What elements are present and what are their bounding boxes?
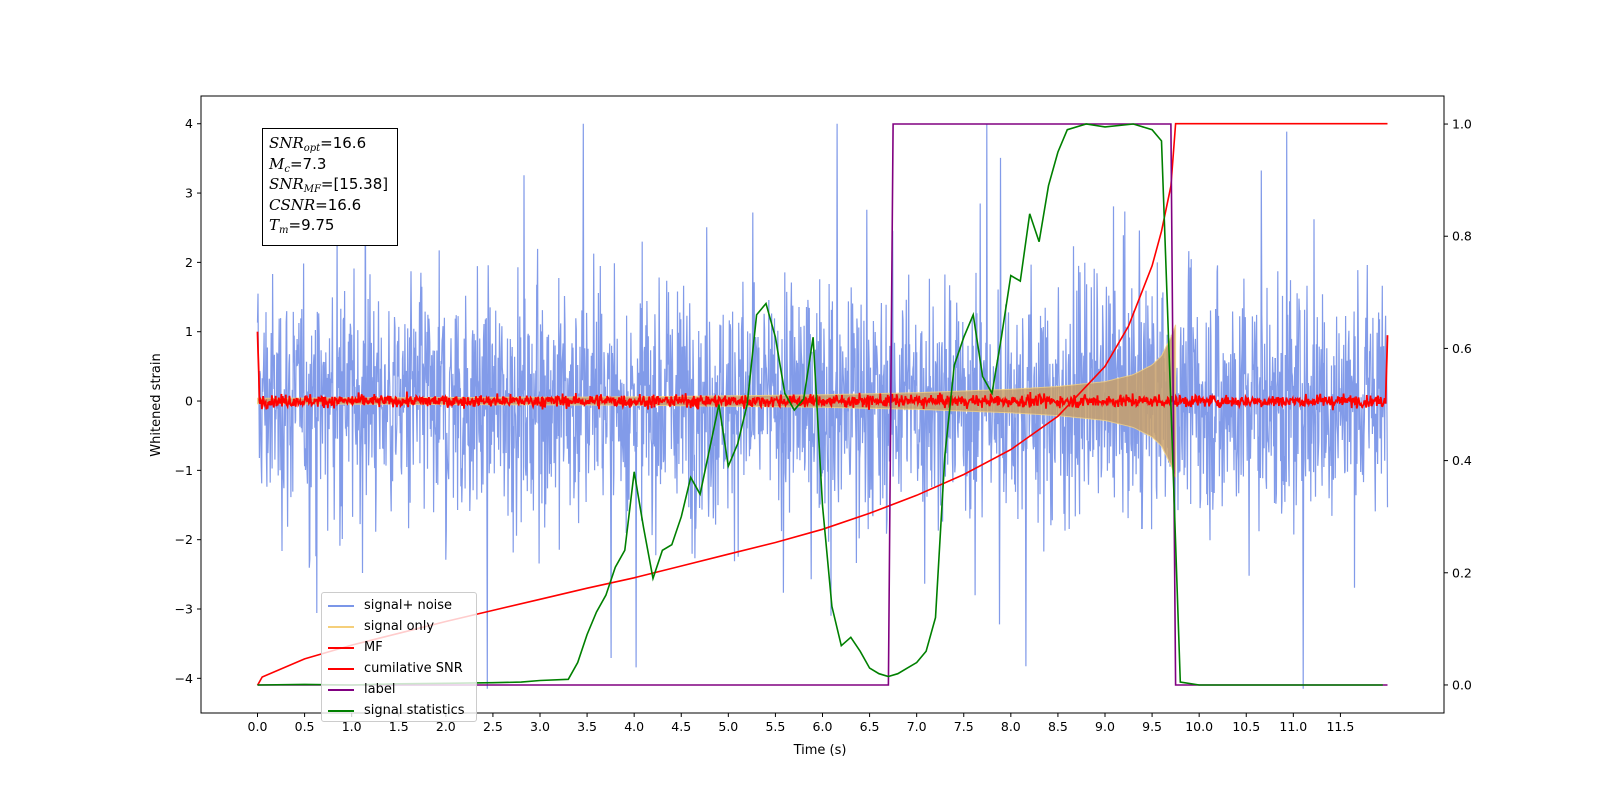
stat-mc: Mc=7.3	[269, 154, 327, 175]
legend-swatch	[328, 625, 354, 628]
stat-snr-opt: SNRopt=16.6	[269, 134, 367, 154]
x-axis-label: Time (s)	[793, 743, 847, 758]
legend-label: cumilative SNR	[364, 661, 463, 676]
x-tick-label: 6.5	[860, 719, 880, 734]
x-tick-label: 11.0	[1279, 719, 1307, 734]
legend-swatch	[328, 667, 354, 670]
x-tick-label: 2.0	[436, 719, 456, 734]
x-tick-label: 2.5	[483, 719, 503, 734]
legend-swatch	[328, 688, 354, 691]
legend-label: label	[364, 682, 396, 697]
y-tick-label: −2	[175, 532, 193, 547]
x-tick-label: 8.5	[1048, 719, 1068, 734]
y-tick-label: 1	[185, 324, 193, 339]
x-tick-label: 3.0	[530, 719, 550, 734]
y-axis-label: Whitened strain	[149, 353, 164, 456]
x-tick-label: 5.0	[718, 719, 738, 734]
x-tick-label: 7.0	[907, 719, 927, 734]
x-tick-label: 7.5	[954, 719, 974, 734]
series-signal-plus-noise	[256, 123, 1389, 689]
y-tick-label: −4	[175, 671, 193, 686]
legend-label: signal statistics	[364, 703, 465, 718]
stats-annotation-box: SNRopt=16.6 Mc=7.3 SNRMF=[15.38] CSNR=16…	[262, 128, 398, 246]
x-tick-label: 10.5	[1232, 719, 1260, 734]
y-tick-label: 3	[185, 186, 193, 201]
stat-snr-mf: SNRMF=[15.38]	[269, 175, 389, 195]
x-tick-label: 1.5	[389, 719, 409, 734]
x-tick-label: 4.5	[671, 719, 691, 734]
x-tick-label: 11.5	[1326, 719, 1354, 734]
y-axis-left: 4 3 2 1 0 −1 −2 −3 −4	[175, 116, 201, 686]
legend-label: MF	[364, 640, 383, 655]
legend-swatch	[328, 604, 354, 607]
stat-tm: Tm=9.75	[269, 216, 335, 236]
y2-tick-label: 1.0	[1452, 117, 1472, 132]
legend-label: signal only	[364, 619, 435, 634]
x-tick-label: 4.0	[624, 719, 644, 734]
y-tick-label: 0	[185, 394, 193, 409]
x-tick-label: 1.0	[342, 719, 362, 734]
y2-tick-label: 0.8	[1452, 229, 1472, 244]
legend-item-cumulative-snr: cumilative SNR	[328, 658, 476, 679]
legend-item-signal-statistics: signal statistics	[328, 700, 476, 721]
legend-swatch	[328, 646, 354, 649]
x-tick-label: 5.5	[765, 719, 785, 734]
y-tick-label: 4	[185, 116, 193, 131]
x-axis: 0.0 0.5 1.0 1.5 2.0 2.5 3.0 3.5 4.0 4.5 5.0 5.5 6.0 6…	[248, 713, 1354, 734]
y-axis-right: 1.0 0.8 0.6 0.4 0.2 0.0	[1444, 117, 1472, 692]
legend-item-mf: MF	[328, 637, 476, 658]
stat-csnr: CSNR=16.6	[269, 195, 362, 214]
legend-label: signal+ noise	[364, 598, 453, 613]
x-tick-label: 9.0	[1095, 719, 1115, 734]
y2-tick-label: 0.0	[1452, 677, 1472, 692]
x-tick-label: 3.5	[577, 719, 597, 734]
legend: signal+ noise signal only MF cumilative …	[321, 592, 477, 722]
y2-tick-label: 0.4	[1452, 453, 1472, 468]
x-tick-label: 0.5	[295, 719, 315, 734]
x-tick-label: 6.0	[813, 719, 833, 734]
legend-swatch	[328, 709, 354, 712]
legend-item-label: label	[328, 679, 476, 700]
series-mf	[256, 331, 1389, 411]
x-tick-label: 8.0	[1001, 719, 1021, 734]
x-tick-label: 0.0	[248, 719, 268, 734]
legend-item-signal-noise: signal+ noise	[328, 595, 476, 616]
y-tick-label: 2	[185, 255, 193, 270]
series-signal-statistics	[257, 123, 1383, 686]
y-tick-label: −1	[175, 463, 193, 478]
y2-tick-label: 0.2	[1452, 565, 1472, 580]
y-tick-label: −3	[175, 602, 193, 617]
x-tick-label: 9.5	[1142, 719, 1162, 734]
legend-item-signal-only: signal only	[328, 616, 476, 637]
y2-tick-label: 0.6	[1452, 341, 1472, 356]
x-tick-label: 10.0	[1185, 719, 1213, 734]
